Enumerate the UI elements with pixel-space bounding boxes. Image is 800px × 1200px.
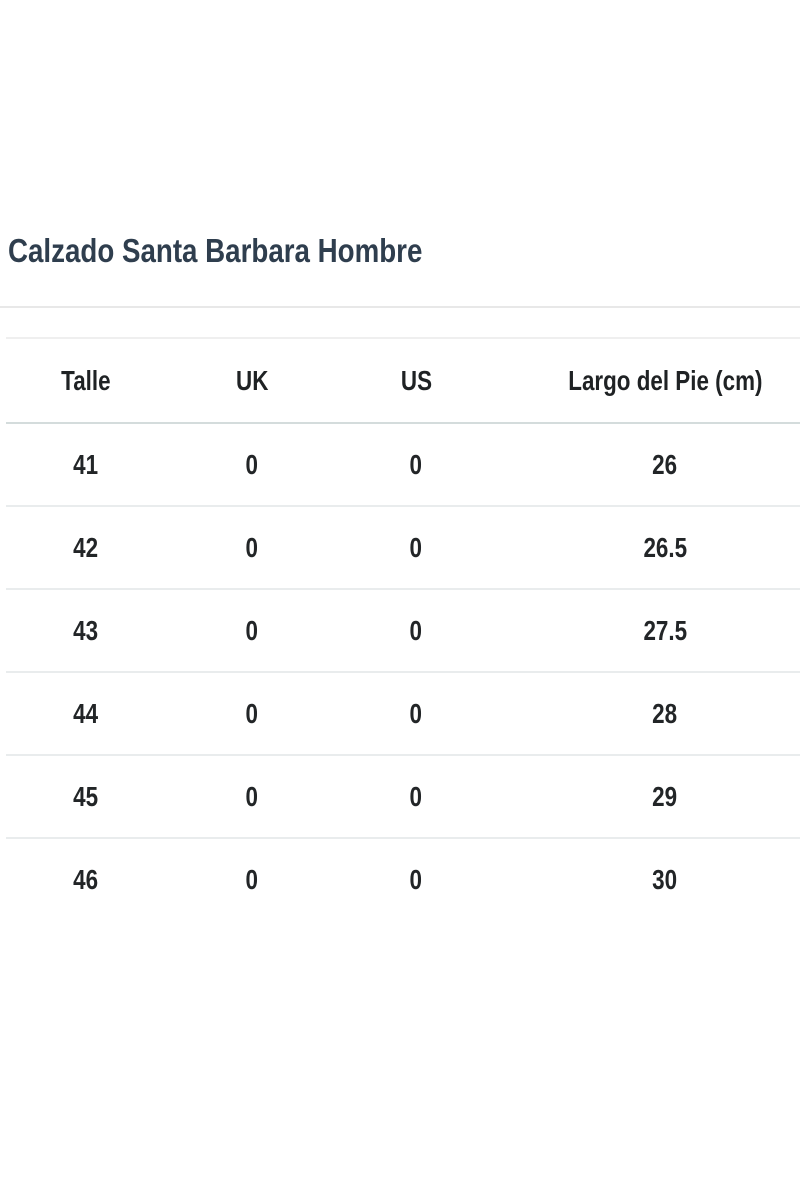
table-cell: 26	[494, 423, 800, 507]
table-row: 44 0 0 28	[6, 672, 800, 756]
table-row: 43 0 0 27.5	[6, 589, 800, 673]
table-cell: 0	[338, 423, 494, 507]
table-cell-text: 27.5	[643, 614, 687, 646]
table-cell-text: 0	[409, 614, 423, 646]
table-cell: 0	[338, 838, 494, 920]
table-cell-text: 0	[245, 697, 259, 729]
table-cell: 44	[6, 672, 166, 756]
table-cell-text: 26.5	[643, 531, 687, 563]
table-cell: 27.5	[494, 589, 800, 673]
table-cell: 0	[166, 755, 338, 839]
table-cell-text: 0	[245, 863, 259, 895]
column-header-text: US	[400, 364, 432, 396]
column-header-text: Largo del Pie (cm)	[567, 364, 763, 396]
table-cell-text: 0	[409, 863, 423, 895]
table-cell: 0	[166, 838, 338, 920]
table-cell-text: 0	[245, 614, 259, 646]
table-cell: 26.5	[494, 506, 800, 590]
size-chart-container: Talle UK US Largo del Pie (cm) 41 0 0 26 42 0 0 26…	[6, 337, 800, 920]
table-cell: 0	[338, 672, 494, 756]
table-cell-text: 0	[409, 697, 423, 729]
table-row: 42 0 0 26.5	[6, 506, 800, 590]
table-cell-text: 28	[652, 697, 678, 729]
table-cell-text: 43	[73, 614, 99, 646]
table-cell: 30	[494, 838, 800, 920]
table-cell-text: 44	[73, 697, 99, 729]
table-cell-text: 46	[73, 863, 99, 895]
table-cell-text: 26	[652, 448, 678, 480]
table-cell: 0	[166, 423, 338, 507]
table-cell: 29	[494, 755, 800, 839]
page-title-text: Calzado Santa Barbara Hombre	[8, 232, 423, 269]
table-cell: 0	[166, 589, 338, 673]
table-row: 46 0 0 30	[6, 838, 800, 920]
size-chart-body: 41 0 0 26 42 0 0 26.5 43 0 0 27.5 44 0 0 28 45 0 0 29 46 0 0 30	[6, 423, 800, 920]
table-cell: 0	[338, 589, 494, 673]
table-row: 45 0 0 29	[6, 755, 800, 839]
column-header: Largo del Pie (cm)	[494, 338, 800, 424]
table-cell-text: 29	[652, 780, 678, 812]
table-cell: 41	[6, 423, 166, 507]
size-chart-table: Talle UK US Largo del Pie (cm) 41 0 0 26 42 0 0 26…	[6, 337, 800, 920]
table-cell: 46	[6, 838, 166, 920]
table-cell: 0	[338, 755, 494, 839]
page-title: Calzado Santa Barbara Hombre	[8, 231, 501, 271]
table-cell: 28	[494, 672, 800, 756]
table-cell: 43	[6, 589, 166, 673]
table-cell-text: 0	[409, 780, 423, 812]
table-cell-text: 0	[245, 531, 259, 563]
table-cell-text: 42	[73, 531, 99, 563]
column-header: Talle	[6, 338, 166, 424]
table-cell-text: 45	[73, 780, 99, 812]
table-row: 41 0 0 26	[6, 423, 800, 507]
column-header: US	[338, 338, 494, 424]
table-cell-text: 41	[73, 448, 99, 480]
section-divider	[0, 306, 800, 308]
column-header-text: Talle	[61, 364, 111, 396]
table-cell: 42	[6, 506, 166, 590]
table-cell: 45	[6, 755, 166, 839]
table-cell-text: 0	[245, 780, 259, 812]
column-header-text: UK	[235, 364, 269, 396]
table-cell-text: 0	[245, 448, 259, 480]
table-cell: 0	[166, 672, 338, 756]
table-cell: 0	[338, 506, 494, 590]
size-chart-header-row: Talle UK US Largo del Pie (cm)	[6, 338, 800, 424]
column-header: UK	[166, 338, 338, 424]
table-cell: 0	[166, 506, 338, 590]
table-cell-text: 0	[409, 448, 423, 480]
table-cell-text: 0	[409, 531, 423, 563]
table-cell-text: 30	[652, 863, 678, 895]
